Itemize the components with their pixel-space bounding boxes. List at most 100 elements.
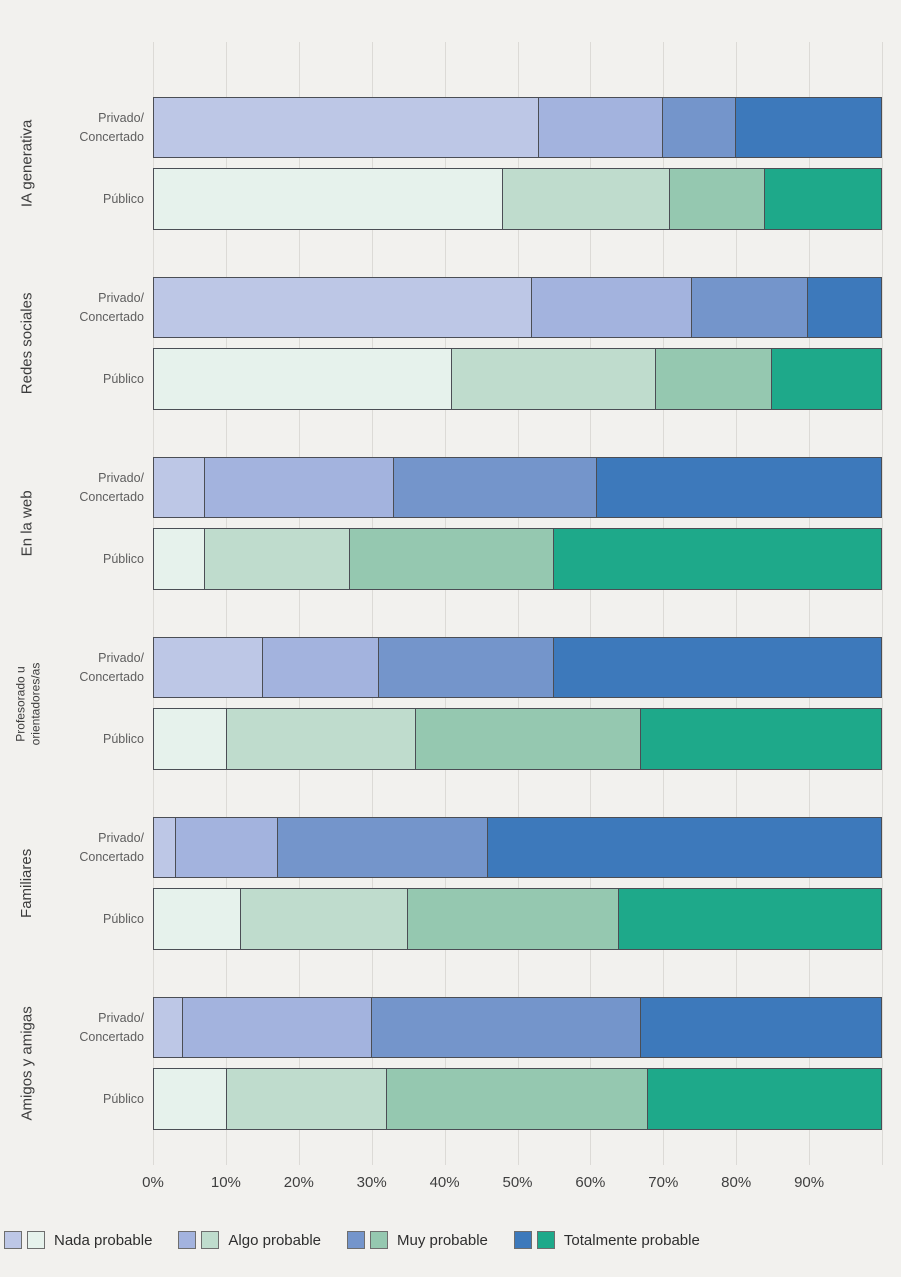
bar-segment [183, 998, 373, 1057]
gridline [153, 42, 154, 1165]
gridline [809, 42, 811, 1165]
bar-segment [641, 998, 881, 1057]
group-label-text: IA generativa [18, 119, 36, 208]
x-axis-tick-label: 40% [429, 1174, 460, 1191]
bar-segment [553, 638, 881, 697]
legend-label: Nada probable [54, 1231, 153, 1249]
legend-label: Muy probable [397, 1231, 488, 1249]
bar-segment [154, 169, 503, 229]
bar-segment [452, 349, 656, 409]
stacked-bar-publico [153, 168, 882, 230]
x-axis-tick-label: 80% [721, 1174, 752, 1191]
legend-swatch-privado [178, 1231, 197, 1249]
row-label-privado: Privado/ Concertado [79, 651, 144, 684]
row-label-privado: Privado/ Concertado [79, 1011, 144, 1044]
bar-segment [154, 638, 264, 697]
stacked-bar-privado [153, 637, 882, 698]
bar-segment [226, 1069, 387, 1129]
bar-segment [386, 1069, 649, 1129]
gridline [590, 42, 592, 1165]
stacked-bar-publico [153, 888, 882, 950]
bar-segment [393, 458, 598, 517]
legend-item: Totalmente probable [513, 1231, 700, 1249]
row-label-publico: Público [103, 192, 144, 206]
gridline [517, 42, 519, 1165]
gridline [882, 42, 883, 1165]
bar-segment [154, 889, 242, 949]
bar-segment [379, 638, 554, 697]
stacked-bar-privado [153, 817, 882, 878]
bar-segment [553, 529, 881, 589]
bar-segment [771, 349, 881, 409]
bar-segment [662, 98, 736, 157]
stacked-bar-publico [153, 348, 882, 410]
x-axis-tick-label: 10% [210, 1174, 241, 1191]
legend-item: Algo probable [178, 1231, 321, 1249]
stacked-bar-privado [153, 277, 882, 338]
gridline [444, 42, 446, 1165]
legend-swatch-publico [370, 1231, 388, 1249]
gridline [736, 42, 738, 1165]
bar-segment [408, 889, 620, 949]
legend-swatch-publico [27, 1231, 45, 1249]
bar-segment [175, 818, 278, 877]
legend-label: Totalmente probable [563, 1231, 700, 1249]
chart-legend: Nada probable Algo probable Muy probable To… [4, 1231, 726, 1249]
row-label-privado: Privado/ Concertado [79, 471, 144, 504]
legend-item: Muy probable [347, 1231, 488, 1249]
legend-swatch-privado [513, 1231, 532, 1249]
bar-segment [154, 1069, 227, 1129]
bar-segment [226, 709, 416, 769]
bar-segment [154, 818, 176, 877]
stacked-bar-publico [153, 1068, 882, 1130]
bar-segment [488, 818, 881, 877]
x-axis-tick-label: 30% [356, 1174, 387, 1191]
stacked-bar-publico [153, 528, 882, 590]
bar-segment [539, 98, 663, 157]
row-label-privado: Privado/ Concertado [79, 831, 144, 864]
legend-swatch-publico [201, 1231, 220, 1249]
bar-segment [691, 278, 809, 337]
bar-segment [735, 98, 881, 157]
row-label-publico: Público [103, 732, 144, 746]
bar-segment [154, 709, 227, 769]
row-label-publico: Público [103, 1092, 144, 1106]
bar-segment [154, 98, 540, 157]
x-axis-tick-label: 20% [283, 1174, 314, 1191]
legend-swatch-privado [4, 1231, 22, 1249]
gridline [298, 42, 300, 1165]
bar-segment [655, 349, 772, 409]
group-label-text: Familiares [18, 848, 36, 919]
row-label-privado: Privado/ Concertado [79, 111, 144, 144]
bar-segment [532, 278, 692, 337]
legend-swatch-privado [347, 1231, 365, 1249]
bar-segment [277, 818, 489, 877]
bar-segment [415, 709, 642, 769]
bar-segment [263, 638, 380, 697]
group-label-text: Profesorado u orientadores/as [13, 662, 42, 745]
x-axis-tick-label: 90% [794, 1174, 825, 1191]
bar-segment [372, 998, 642, 1057]
bar-segment [154, 278, 533, 337]
gridline [663, 42, 665, 1165]
row-label-publico: Público [103, 912, 144, 926]
x-axis-tick-label: 60% [575, 1174, 606, 1191]
bar-segment [670, 169, 765, 229]
bar-segment [502, 169, 671, 229]
row-label-publico: Público [103, 372, 144, 386]
x-axis-tick-label: 50% [502, 1174, 533, 1191]
bar-segment [808, 278, 881, 337]
group-label-text: Redes sociales [18, 292, 36, 395]
gridline [371, 42, 373, 1165]
bar-segment [648, 1069, 881, 1129]
legend-item: Nada probable [4, 1231, 152, 1249]
bar-segment [619, 889, 881, 949]
x-axis-tick-label: 70% [648, 1174, 679, 1191]
stacked-bar-privado [153, 97, 882, 158]
legend-swatch-publico [536, 1231, 555, 1249]
stacked-bar-privado [153, 997, 882, 1058]
row-label-privado: Privado/ Concertado [79, 291, 144, 324]
bar-segment [241, 889, 409, 949]
stacked-bar-publico [153, 708, 882, 770]
